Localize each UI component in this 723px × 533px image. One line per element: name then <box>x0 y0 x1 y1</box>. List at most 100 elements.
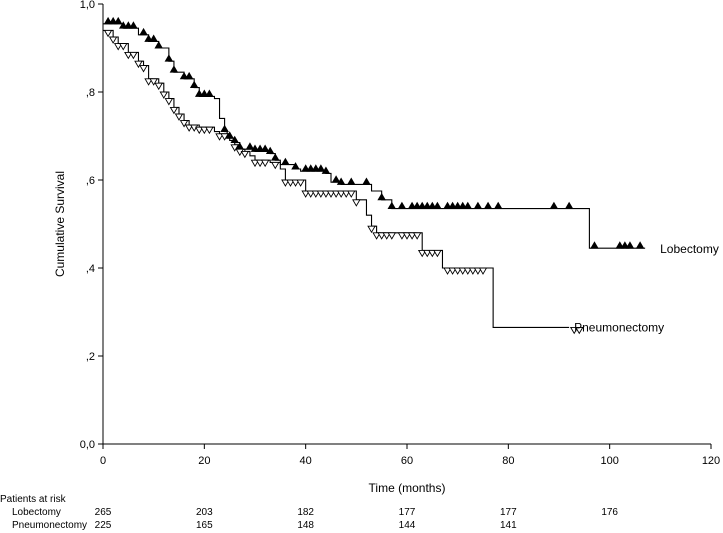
censor-mark-pneumonectomy <box>306 190 316 198</box>
censor-mark-lobectomy <box>407 201 417 210</box>
censor-mark-pneumonectomy <box>205 126 214 135</box>
risk-count: 141 <box>500 520 517 531</box>
y-tick-label: ,2 <box>86 351 95 363</box>
censor-mark-pneumonectomy <box>174 113 184 121</box>
y-tick-label: ,4 <box>86 263 95 275</box>
censor-mark-lobectomy <box>615 241 625 249</box>
risk-row-label-pneumonectomy: Pneumonectomy <box>12 520 87 531</box>
censor-mark-lobectomy <box>250 144 260 152</box>
y-tick-label: 1,0 <box>80 0 95 11</box>
censor-mark-pneumonectomy <box>134 60 143 69</box>
y-ticks: 0,0 ,2 ,4 ,6 ,8 1,0 <box>80 0 103 451</box>
series-label-lobectomy: Lobectomy <box>660 242 719 256</box>
series-label-pneumonectomy: Pneumonectomy <box>574 320 664 334</box>
censor-mark-pneumonectomy <box>129 51 138 60</box>
risk-count: 225 <box>95 520 112 531</box>
censor-mark-pneumonectomy <box>478 267 488 275</box>
censor-mark-lobectomy <box>417 201 427 210</box>
censor-mark-lobectomy <box>270 153 280 161</box>
censor-mark-pneumonectomy <box>154 82 164 91</box>
censor-mark-pneumonectomy <box>468 267 478 275</box>
censor-mark-lobectomy <box>189 80 199 89</box>
y-tick-label: ,6 <box>86 175 95 187</box>
censor-mark-lobectomy <box>433 201 442 210</box>
censor-mark-pneumonectomy <box>387 232 397 240</box>
x-tick-label: 80 <box>502 455 514 467</box>
x-tick-label: 120 <box>702 455 720 467</box>
censor-mark-lobectomy <box>387 201 397 210</box>
censor-mark-pneumonectomy <box>402 232 412 240</box>
y-tick-label: 0,0 <box>80 439 95 451</box>
censor-mark-pneumonectomy <box>240 150 250 159</box>
censor-mark-pneumonectomy <box>346 190 356 198</box>
censor-mark-pneumonectomy <box>331 190 341 198</box>
censor-mark-pneumonectomy <box>428 249 437 258</box>
censor-mark-pneumonectomy <box>377 232 386 240</box>
risk-count: 165 <box>196 520 213 531</box>
axes <box>102 4 711 445</box>
censor-mark-pneumonectomy <box>118 43 128 51</box>
censor-mark-pneumonectomy <box>321 190 331 198</box>
censor-mark-pneumonectomy <box>316 190 326 198</box>
censor-mark-pneumonectomy <box>215 133 224 141</box>
censor-mark-lobectomy <box>260 144 270 152</box>
censor-mark-lobectomy <box>412 201 422 210</box>
censor-mark-pneumonectomy <box>412 232 422 240</box>
censor-mark-lobectomy <box>620 241 630 249</box>
risk-count: 265 <box>95 507 112 518</box>
censor-mark-lobectomy <box>113 16 123 25</box>
censor-mark-lobectomy <box>124 21 133 29</box>
censor-mark-lobectomy <box>164 54 174 62</box>
censor-mark-lobectomy <box>139 27 148 36</box>
survival-curve-lobectomy <box>103 23 646 249</box>
censor-mark-pneumonectomy <box>448 267 457 275</box>
censor-mark-lobectomy <box>428 201 437 210</box>
censor-mark-pneumonectomy <box>341 190 351 198</box>
risk-count: 177 <box>399 507 416 518</box>
censor-mark-lobectomy <box>291 162 300 170</box>
censor-mark-lobectomy <box>154 41 164 49</box>
censor-mark-pneumonectomy <box>230 144 240 152</box>
risk-table: Patients at risk Lobectomy Pneumonectomy… <box>0 494 618 531</box>
censor-mark-lobectomy <box>144 34 153 42</box>
censor-mark-pneumonectomy <box>159 91 169 99</box>
censor-mark-pneumonectomy <box>250 159 260 168</box>
censor-mark-pneumonectomy <box>422 249 432 258</box>
x-tick-label: 100 <box>600 455 618 467</box>
censor-mark-lobectomy <box>149 34 158 42</box>
censor-mark-pneumonectomy <box>453 267 462 275</box>
survival-curve-pneumonectomy <box>103 29 570 328</box>
x-tick-label: 60 <box>401 455 413 467</box>
censor-mark-lobectomy <box>443 201 452 210</box>
censor-mark-pneumonectomy <box>108 36 118 44</box>
censor-mark-pneumonectomy <box>184 124 194 132</box>
censor-mark-lobectomy <box>194 89 204 97</box>
x-tick-label: 20 <box>198 455 210 467</box>
series-labels: Lobectomy Pneumonectomy <box>574 242 719 334</box>
censor-mark-pneumonectomy <box>443 267 452 275</box>
censor-mark-lobectomy <box>493 201 503 210</box>
censor-mark-lobectomy <box>448 201 457 210</box>
censor-mark-lobectomy <box>179 71 189 80</box>
censor-mark-lobectomy <box>483 201 493 210</box>
censor-mark-pneumonectomy <box>139 65 148 73</box>
risk-table-header: Patients at risk <box>0 494 67 505</box>
censor-mark-lobectomy <box>316 164 326 172</box>
censor-mark-pneumonectomy <box>372 232 381 240</box>
censor-mark-pneumonectomy <box>144 78 153 86</box>
censor-mark-lobectomy <box>108 16 118 25</box>
risk-count: 182 <box>297 507 314 518</box>
censor-mark-pneumonectomy <box>103 29 113 38</box>
censor-mark-pneumonectomy <box>407 232 417 240</box>
censor-mark-pneumonectomy <box>382 232 392 240</box>
censor-mark-pneumonectomy <box>458 267 468 275</box>
x-axis-title: Time (months) <box>369 481 446 495</box>
risk-count: 144 <box>399 520 416 531</box>
censor-mark-pneumonectomy <box>569 326 579 335</box>
censor-mark-lobectomy <box>301 164 310 172</box>
censor-mark-pneumonectomy <box>281 179 290 187</box>
censor-mark-pneumonectomy <box>336 190 346 198</box>
censor-mark-pneumonectomy <box>255 159 265 168</box>
censor-mark-lobectomy <box>103 16 113 25</box>
censor-mark-lobectomy <box>306 164 316 172</box>
